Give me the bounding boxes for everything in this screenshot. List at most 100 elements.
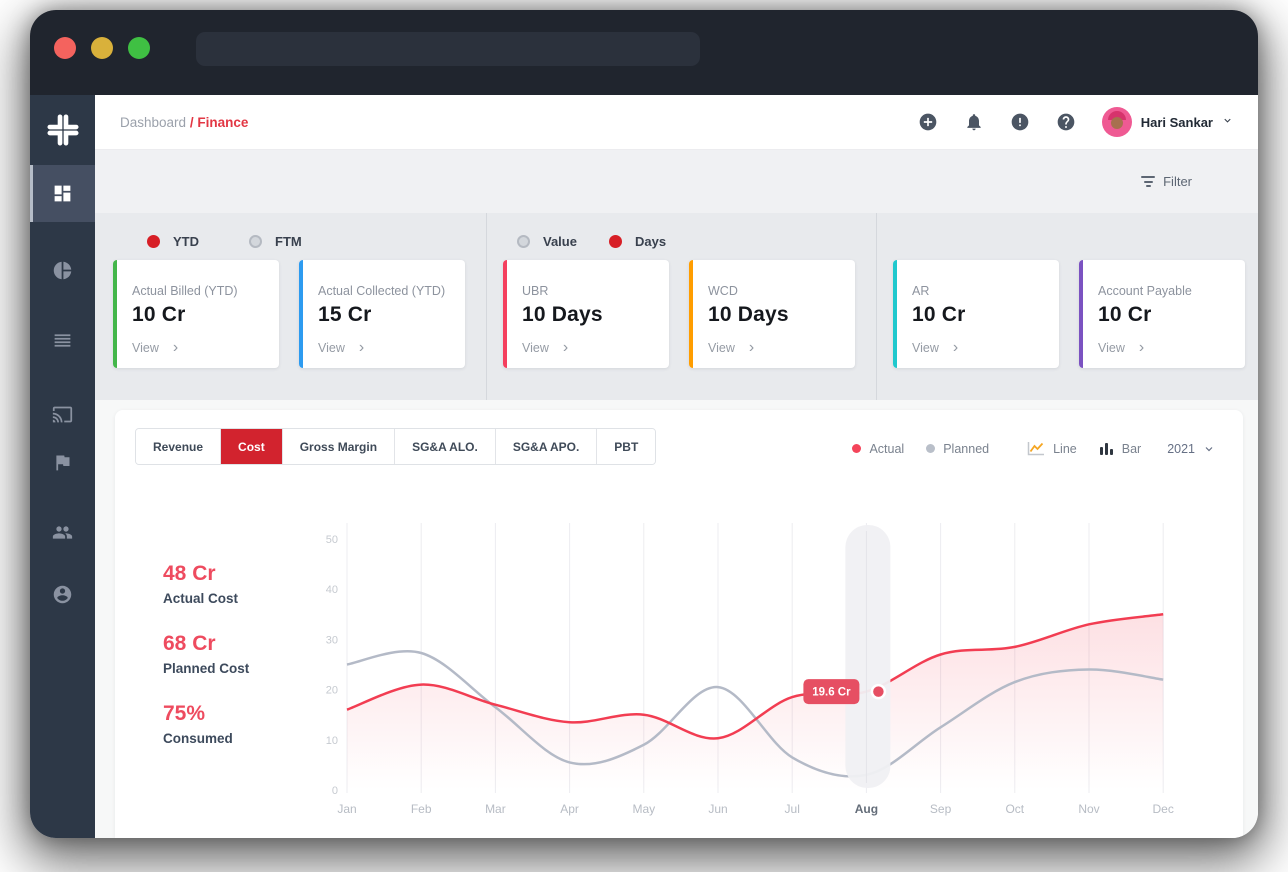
kpi-card-actual-collected: Actual Collected (YTD) 15 Cr View › [299,260,465,368]
kpi-group-billing: YTD FTM Actual Billed (YTD) 10 Cr View › [95,213,487,400]
account-icon [53,585,72,603]
tab-cost[interactable]: Cost [221,429,283,464]
tab-sga-apo[interactable]: SG&A APO. [495,429,598,464]
chevron-right-icon: › [952,339,959,356]
kpi-group-days: Value Days UBR 10 Days View › [487,213,877,400]
svg-text:19.6 Cr: 19.6 Cr [812,687,851,699]
radio-dot [147,234,160,248]
sidebar-item-account[interactable] [30,572,95,616]
sidebar-item-cast[interactable] [30,392,95,436]
logo-icon [46,114,79,146]
minimize-window-button[interactable] [91,37,113,59]
tab-pbt[interactable]: PBT [597,429,656,464]
year-dropdown[interactable]: 2021 [1167,442,1215,456]
sidebar-item-analytics[interactable] [30,248,95,292]
radio-days[interactable]: Days [608,234,666,249]
svg-text:Oct: Oct [1005,802,1024,816]
cost-line-chart[interactable]: 0 10 20 30 40 50 Jan Feb Mar Apr May Jun Jul Aug Sep Oc… [115,465,1243,838]
view-link[interactable]: View › [708,339,755,356]
radio-ftm[interactable]: FTM [249,234,302,249]
user-name: Hari Sankar [1140,114,1213,130]
svg-text:May: May [632,802,655,816]
metric-tabs: Revenue Cost Gross Margin SG&A ALO. SG&A… [135,428,657,465]
filter-icon [1141,176,1156,187]
radio-ytd[interactable]: YTD [147,234,199,249]
filter-button[interactable]: Filter [1141,174,1192,189]
stat-consumed: 75% Consumed [163,702,233,746]
radio-value[interactable]: Value [517,234,577,249]
line-chart-icon [1027,442,1045,456]
svg-text:Aug: Aug [855,802,878,816]
users-icon [52,525,73,539]
radio-dot [249,234,262,248]
kpi-band: YTD FTM Actual Billed (YTD) 10 Cr View › [95,213,1258,400]
svg-text:10: 10 [326,735,338,747]
app-logo[interactable] [30,95,95,165]
chevron-down-icon [1205,446,1213,451]
pie-chart-icon [53,261,72,279]
sidebar-item-users[interactable] [30,510,95,554]
bell-icon [967,114,981,131]
tooltip-dot [870,683,887,700]
maximize-window-button[interactable] [128,37,150,59]
svg-text:30: 30 [326,634,338,646]
question-circle-icon [1057,113,1075,131]
chart-tooltip: 19.6 Cr [803,679,887,705]
kpi-group-receivables: AR 10 Cr View › Account Payable 10 Cr Vie… [877,213,1258,400]
close-window-button[interactable] [54,37,76,59]
tab-sga-alo[interactable]: SG&A ALO. [395,429,496,464]
flag-icon [56,455,70,470]
tab-gross-margin[interactable]: Gross Margin [282,429,396,464]
alerts-button[interactable] [1010,112,1030,132]
view-link[interactable]: View › [522,339,569,356]
avatar [1101,107,1132,137]
radio-dot [608,234,622,248]
view-link[interactable]: View › [1098,339,1145,356]
filter-label: Filter [1163,174,1192,189]
chevron-right-icon: › [1138,339,1145,356]
cost-chart-card: Revenue Cost Gross Margin SG&A ALO. SG&A… [115,410,1243,838]
chart-legend: Actual Planned Line [852,441,1215,465]
planned-dot-icon [926,444,936,453]
stat-actual-cost: 48 Cr Actual Cost [163,562,239,606]
sidebar-item-list[interactable] [30,318,95,362]
sidebar-item-flag[interactable] [30,440,95,484]
address-bar[interactable] [196,32,700,66]
app-window: Dashboard / Finance [30,10,1258,838]
actual-dot-icon [852,444,862,453]
help-button[interactable] [1056,112,1076,132]
view-link[interactable]: View › [132,339,179,356]
view-link[interactable]: View › [912,339,959,356]
svg-text:40: 40 [326,584,338,596]
actual-line [346,613,1164,740]
legend-planned[interactable]: Planned [926,442,989,456]
view-link[interactable]: View › [318,339,365,356]
sidebar [30,95,95,838]
breadcrumb-root[interactable]: Dashboard [120,114,187,130]
sidebar-item-dashboard[interactable] [30,165,95,222]
window-titlebar [30,10,1258,95]
svg-text:Jan: Jan [337,802,356,816]
svg-text:Mar: Mar [485,802,506,816]
line-view-toggle[interactable]: Line [1027,441,1077,456]
svg-text:Apr: Apr [560,802,579,816]
bar-view-toggle[interactable]: Bar [1099,441,1141,456]
notifications-button[interactable] [964,112,984,132]
cast-icon [52,406,73,422]
hover-band [845,525,891,788]
kpi-card-ubr: UBR 10 Days View › [503,260,669,368]
list-icon [54,333,71,347]
cost-stats: 48 Cr Actual Cost 68 Cr Planned Cost 75%… [163,562,313,772]
tab-revenue[interactable]: Revenue [136,429,222,464]
svg-text:20: 20 [326,685,338,697]
user-menu[interactable]: Hari Sankar [1101,107,1233,137]
svg-text:Nov: Nov [1078,802,1099,816]
kpi-card-account-payable: Account Payable 10 Cr View › [1079,260,1245,368]
add-button[interactable] [918,112,938,132]
legend-actual[interactable]: Actual [852,442,904,456]
actual-area [347,614,1164,790]
kpi-card-wcd: WCD 10 Days View › [689,260,855,368]
filter-bar: Filter [95,150,1258,213]
svg-text:Dec: Dec [1153,802,1174,816]
chevron-right-icon: › [358,339,365,356]
